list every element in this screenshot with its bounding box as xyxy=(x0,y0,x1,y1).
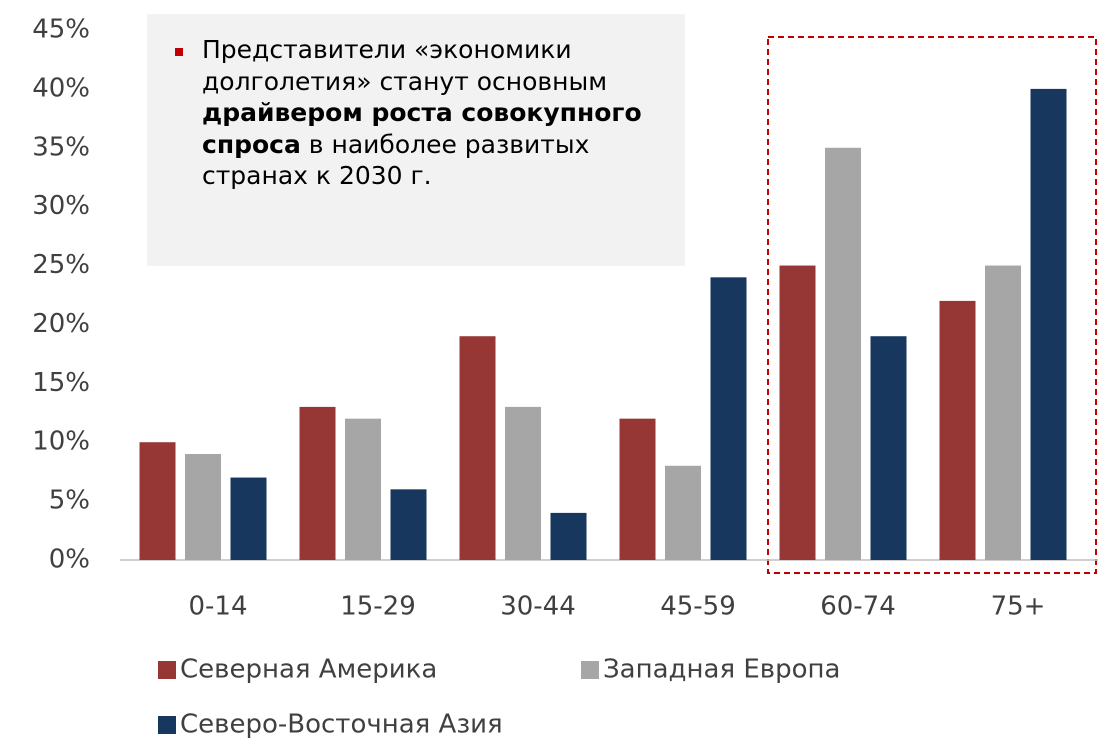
bar xyxy=(825,147,861,560)
x-tick-label: 30-44 xyxy=(500,592,576,622)
bar xyxy=(665,465,701,560)
highlight-box xyxy=(767,36,1097,574)
y-tick-label: 5% xyxy=(49,486,90,516)
bar xyxy=(619,418,656,560)
bar xyxy=(185,454,221,560)
bar xyxy=(939,300,976,560)
legend-label: Северная Америка xyxy=(180,655,437,685)
bar xyxy=(779,265,816,560)
x-tick-label: 15-29 xyxy=(340,592,416,622)
annotation-bold: драйвером роста совокупного спроса xyxy=(202,98,642,159)
y-tick-label: 20% xyxy=(32,309,90,339)
bar xyxy=(139,442,176,560)
bar xyxy=(299,406,336,560)
y-tick-label: 45% xyxy=(32,15,90,45)
x-tick-label: 45-59 xyxy=(660,592,736,622)
y-tick-label: 40% xyxy=(32,73,90,103)
bar xyxy=(710,277,747,560)
bar xyxy=(230,477,267,560)
x-tick-label: 75+ xyxy=(991,592,1046,622)
y-tick-label: 10% xyxy=(32,427,90,457)
bar xyxy=(345,418,381,560)
bar xyxy=(870,336,907,560)
y-tick-label: 35% xyxy=(32,132,90,162)
y-tick-label: 30% xyxy=(32,191,90,221)
annotation-part: Представители «экономики долголетия» ста… xyxy=(202,35,608,96)
bar xyxy=(550,512,587,560)
annotation: Представители «экономики долголетия» ста… xyxy=(147,14,685,266)
annotation-part: в наиболее развитых странах к 2030 г. xyxy=(202,129,590,191)
legend-swatch xyxy=(158,661,176,679)
legend-label: Западная Европа xyxy=(603,655,840,685)
bar xyxy=(459,336,496,560)
legend-swatch xyxy=(581,661,599,679)
y-tick-label: 15% xyxy=(32,368,90,398)
bar xyxy=(985,265,1021,560)
bar xyxy=(390,489,427,560)
bar xyxy=(1030,88,1067,560)
y-tick-label: 25% xyxy=(32,250,90,280)
legend-label: Северо-Восточная Азия xyxy=(180,710,503,740)
y-tick-label: 0% xyxy=(49,545,90,575)
legend-swatch xyxy=(158,716,176,734)
x-tick-label: 60-74 xyxy=(820,592,896,622)
bar xyxy=(505,406,541,560)
annotation-text: Представители «экономики долголетия» ста… xyxy=(202,34,655,192)
bullet xyxy=(175,48,183,56)
x-tick-label: 0-14 xyxy=(188,592,247,622)
